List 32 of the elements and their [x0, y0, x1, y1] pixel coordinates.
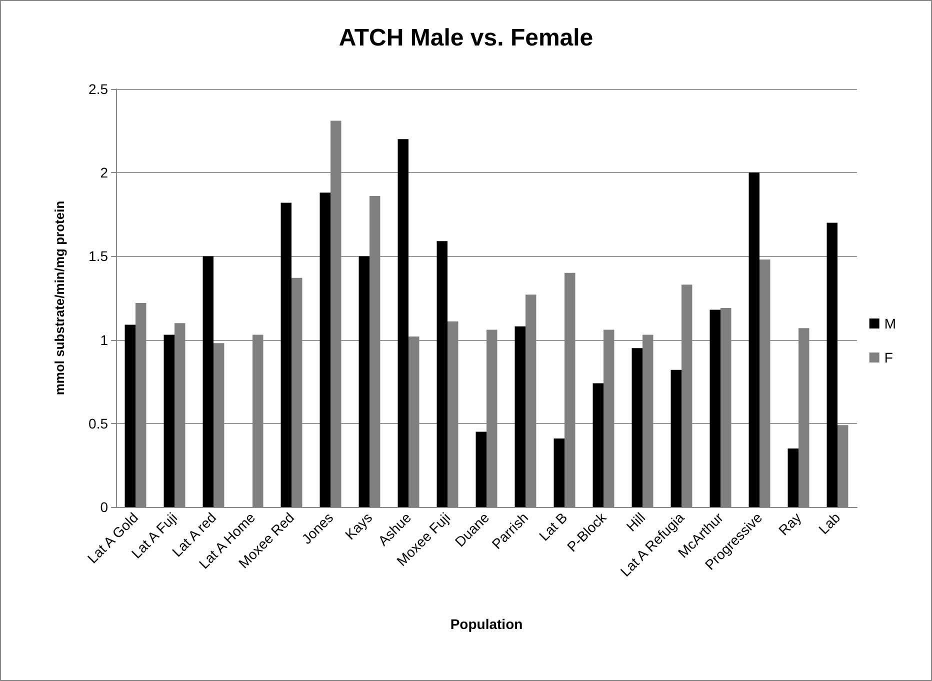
bar	[514, 326, 526, 507]
bar	[358, 256, 370, 507]
bar	[476, 432, 486, 507]
y-axis-title: mmol substrate/min/mg protein	[52, 200, 67, 396]
bar	[436, 241, 448, 507]
bar	[554, 438, 564, 507]
y-tick-label: 0	[100, 499, 108, 515]
bar	[592, 383, 604, 507]
bar	[788, 448, 798, 507]
bar	[632, 348, 642, 507]
bar	[202, 256, 214, 507]
y-tick-label: 2	[100, 164, 108, 181]
bar	[320, 192, 330, 507]
bar	[398, 139, 408, 507]
chart-title: ATCH Male vs. Female	[338, 24, 594, 52]
x-tick-label: Lab	[815, 509, 844, 538]
bar	[280, 202, 292, 507]
x-tick-label: Hill	[623, 509, 648, 534]
bar	[748, 172, 760, 507]
x-axis-title: Population	[450, 616, 523, 632]
bar	[670, 370, 682, 507]
y-tick-label: 1.5	[88, 248, 108, 264]
legend-label: F	[884, 350, 893, 366]
legend-label: M	[884, 316, 896, 332]
bar	[164, 334, 174, 507]
bar	[826, 222, 838, 507]
y-tick-label: 0.5	[88, 415, 108, 432]
x-tick-label: Ray	[775, 509, 804, 538]
bar	[710, 310, 720, 507]
y-tick-label: 1	[100, 332, 108, 348]
y-tick-label: 2.5	[88, 81, 108, 97]
bar	[124, 324, 136, 507]
